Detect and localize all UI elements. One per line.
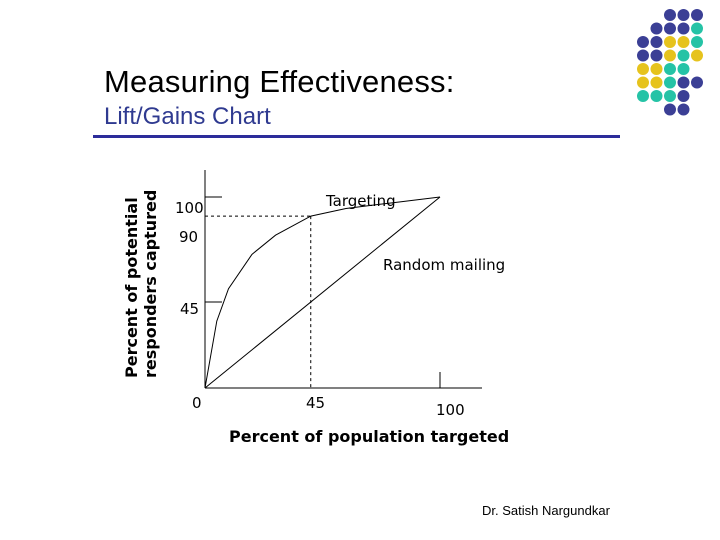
decor-dot bbox=[664, 22, 676, 35]
x-axis-label: Percent of population targeted bbox=[229, 427, 509, 446]
decor-dot bbox=[664, 9, 676, 21]
decor-dot bbox=[664, 63, 676, 75]
decor-dot bbox=[650, 49, 663, 62]
slide-subtitle: Lift/Gains Chart bbox=[104, 103, 271, 130]
decor-dot bbox=[677, 103, 690, 116]
decor-dot bbox=[650, 36, 663, 48]
decor-dot bbox=[637, 49, 649, 62]
slide-title: Measuring Effectiveness: bbox=[104, 64, 455, 99]
y-tick-100: 100 bbox=[175, 199, 204, 217]
decor-dot bbox=[691, 22, 703, 35]
y-tick-45: 45 bbox=[180, 300, 199, 318]
series-line-random-mailing bbox=[204, 196, 441, 389]
decor-dot bbox=[677, 22, 690, 35]
y-axis-label-line-1: Percent of potential bbox=[122, 197, 141, 378]
series-label-random-mailing: Random mailing bbox=[383, 256, 505, 274]
decor-dot bbox=[650, 22, 663, 35]
y-axis-label-line-2: responders captured bbox=[141, 190, 160, 378]
title-underline bbox=[93, 135, 620, 138]
decor-dot bbox=[637, 90, 649, 102]
decor-dot bbox=[691, 76, 703, 89]
series-label-targeting: Targeting bbox=[325, 192, 396, 210]
decorative-dot-grid bbox=[637, 9, 703, 116]
decor-dot bbox=[650, 63, 663, 75]
decor-dot bbox=[664, 36, 676, 48]
decor-dot bbox=[691, 36, 703, 48]
decor-dot bbox=[650, 76, 663, 89]
x-tick-45: 45 bbox=[306, 394, 325, 412]
decor-dot bbox=[637, 63, 649, 75]
decor-dot bbox=[677, 63, 690, 75]
author-footer: Dr. Satish Nargundkar bbox=[482, 503, 610, 518]
series-line-targeting bbox=[204, 196, 441, 389]
decor-dot bbox=[677, 90, 690, 102]
decor-dot bbox=[664, 103, 676, 116]
decor-dot bbox=[691, 9, 703, 21]
decor-dot bbox=[650, 90, 663, 102]
x-tick-0: 0 bbox=[192, 394, 202, 412]
decor-dot bbox=[691, 49, 703, 62]
decor-dot bbox=[677, 76, 690, 89]
decor-dot bbox=[637, 36, 649, 48]
decor-dot bbox=[677, 49, 690, 62]
decor-dot bbox=[677, 36, 690, 48]
decor-dot bbox=[664, 49, 676, 62]
x-tick-100: 100 bbox=[436, 401, 465, 419]
decor-dot bbox=[664, 90, 676, 102]
decor-dot bbox=[664, 76, 676, 89]
decor-dot bbox=[677, 9, 690, 21]
decor-dot bbox=[637, 76, 649, 89]
y-tick-90: 90 bbox=[179, 228, 198, 246]
